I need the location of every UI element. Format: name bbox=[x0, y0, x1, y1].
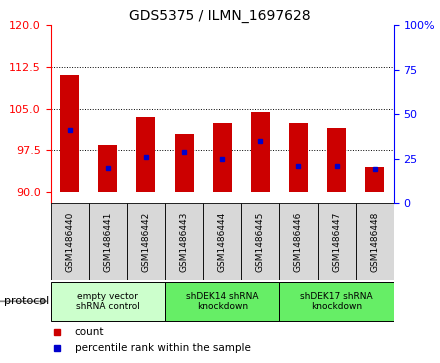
Bar bbox=[213, 123, 232, 192]
FancyBboxPatch shape bbox=[165, 203, 203, 280]
Text: shDEK17 shRNA
knockdown: shDEK17 shRNA knockdown bbox=[300, 291, 373, 311]
Text: GSM1486447: GSM1486447 bbox=[332, 211, 341, 272]
Text: percentile rank within the sample: percentile rank within the sample bbox=[75, 343, 250, 352]
Text: GSM1486441: GSM1486441 bbox=[103, 211, 112, 272]
Bar bbox=[175, 134, 194, 192]
Text: GSM1486440: GSM1486440 bbox=[65, 211, 74, 272]
Text: GSM1486442: GSM1486442 bbox=[141, 211, 150, 272]
FancyBboxPatch shape bbox=[51, 203, 89, 280]
FancyBboxPatch shape bbox=[279, 203, 318, 280]
Text: empty vector
shRNA control: empty vector shRNA control bbox=[76, 291, 140, 311]
FancyBboxPatch shape bbox=[279, 282, 394, 321]
Bar bbox=[60, 76, 79, 192]
Bar bbox=[98, 145, 117, 192]
Text: protocol: protocol bbox=[4, 296, 50, 306]
FancyBboxPatch shape bbox=[203, 203, 241, 280]
Bar bbox=[136, 117, 155, 192]
Text: count: count bbox=[75, 327, 104, 337]
FancyBboxPatch shape bbox=[241, 203, 279, 280]
FancyBboxPatch shape bbox=[51, 282, 165, 321]
FancyBboxPatch shape bbox=[127, 203, 165, 280]
Text: shDEK14 shRNA
knockdown: shDEK14 shRNA knockdown bbox=[186, 291, 258, 311]
Text: GSM1486444: GSM1486444 bbox=[218, 211, 227, 272]
Text: GSM1486446: GSM1486446 bbox=[294, 211, 303, 272]
Bar bbox=[365, 167, 384, 192]
Text: GDS5375 / ILMN_1697628: GDS5375 / ILMN_1697628 bbox=[129, 9, 311, 23]
Text: GSM1486445: GSM1486445 bbox=[256, 211, 265, 272]
FancyBboxPatch shape bbox=[165, 282, 279, 321]
FancyBboxPatch shape bbox=[318, 203, 356, 280]
Bar bbox=[289, 123, 308, 192]
Text: GSM1486448: GSM1486448 bbox=[370, 211, 379, 272]
FancyBboxPatch shape bbox=[89, 203, 127, 280]
Bar bbox=[251, 111, 270, 192]
Text: GSM1486443: GSM1486443 bbox=[180, 211, 189, 272]
Bar bbox=[327, 128, 346, 192]
FancyBboxPatch shape bbox=[356, 203, 394, 280]
